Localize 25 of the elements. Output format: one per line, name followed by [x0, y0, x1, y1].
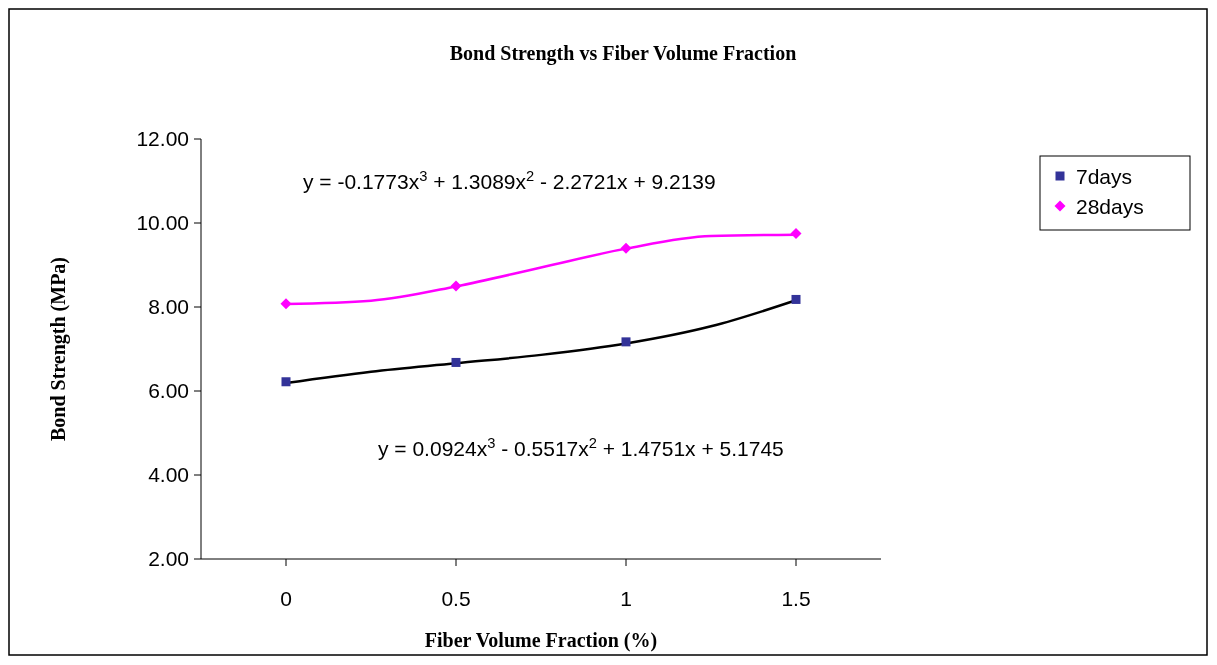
annotation: y = 0.0924x$^{3}$ - 0.5517x$^{2}$ + 1.4751x + 5.1745 [378, 435, 784, 460]
point [450, 280, 462, 292]
x-axis-title: Fiber Volume Fraction (%) [424, 629, 658, 652]
legend-label: 7days [1076, 165, 1133, 188]
chart-title: Bond Strength vs Fiber Volume Fraction [449, 42, 797, 65]
y-tick-label: 10.00 [136, 211, 189, 234]
point [790, 228, 802, 239]
x-tick-label: 1.5 [781, 587, 811, 610]
point [451, 357, 461, 367]
y-tick-label: 12.00 [136, 127, 189, 150]
point [621, 337, 631, 347]
annotation: y = -0.1773x$^{3}$ + 1.3089x$^{2}$ - 2.2721x + 9.2139 [303, 168, 716, 193]
point [281, 377, 291, 387]
legend-label: 28days [1076, 195, 1144, 218]
point [620, 242, 632, 254]
y-axis-title: Bond Strength (MPa) [47, 256, 70, 442]
x-tick-label: 0.5 [441, 587, 471, 610]
x-tick-label: 0 [280, 587, 292, 610]
point [791, 294, 801, 304]
point [280, 298, 292, 310]
y-tick-label: 8.00 [148, 295, 189, 318]
y-tick-label: 6.00 [148, 379, 189, 402]
y-tick-label: 2.00 [148, 547, 189, 570]
x-tick-label: 1 [620, 587, 632, 610]
y-tick-label: 4.00 [148, 463, 189, 486]
